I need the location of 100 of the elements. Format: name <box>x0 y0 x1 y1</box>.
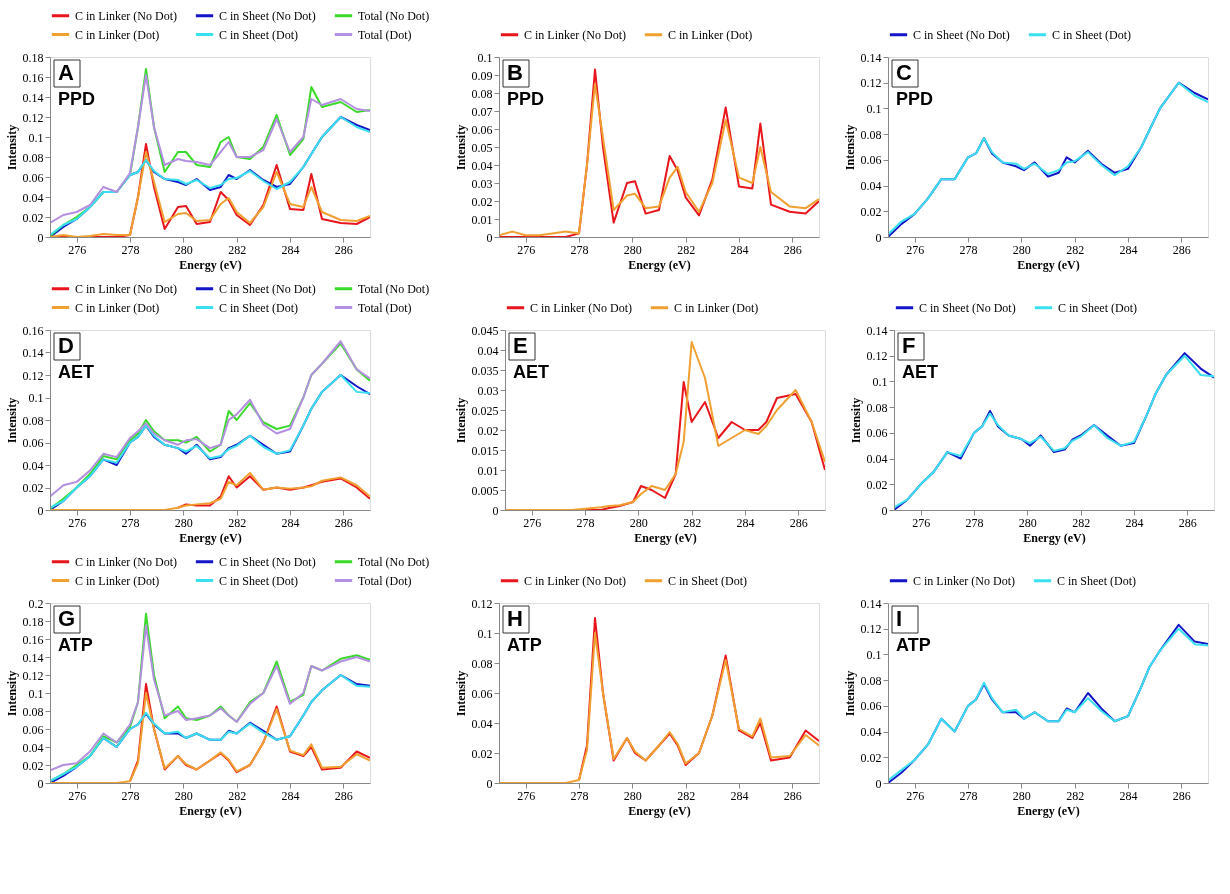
y-tick-label: 0 <box>486 776 493 791</box>
x-tick-label: 278 <box>576 515 595 530</box>
y-tick-label: 0.06 <box>860 153 882 168</box>
y-tick-label: 0.1 <box>866 647 882 662</box>
legend-label: C in Linker (No Dot) <box>75 554 177 569</box>
x-tick-label: 282 <box>228 242 247 257</box>
legend-label: C in Sheet (No Dot) <box>219 554 316 569</box>
annotation: PPD <box>507 89 545 109</box>
y-tick-label: 0 <box>486 230 493 245</box>
x-tick-label: 286 <box>789 515 808 530</box>
legend-label: C in Linker (Dot) <box>674 300 759 315</box>
annotation: AET <box>902 362 938 382</box>
y-tick-label: 0.04 <box>22 458 44 473</box>
x-axis-title: Energy (eV) <box>628 257 691 272</box>
y-tick-label: 0.01 <box>471 212 493 227</box>
x-tick-label: 278 <box>965 515 984 530</box>
x-tick-label: 286 <box>783 242 802 257</box>
y-tick-label: 0.045 <box>471 323 499 338</box>
y-tick-label: 0.02 <box>471 746 493 761</box>
y-tick-label: 0.06 <box>22 436 44 450</box>
legend-label: Total (No Dot) <box>358 8 430 23</box>
annotation: G <box>58 606 76 631</box>
x-tick-label: 278 <box>570 788 589 803</box>
legend-label: C in Sheet (Dot) <box>1058 300 1137 315</box>
annotation: PPD <box>896 89 934 109</box>
x-axis-title: Energy (eV) <box>1017 257 1080 272</box>
annotation: C <box>896 60 912 85</box>
legend-label: C in Linker (No Dot) <box>75 281 177 296</box>
y-tick-label: 0.04 <box>471 158 493 173</box>
annotation: E <box>513 333 528 358</box>
x-tick-label: 286 <box>783 788 802 803</box>
x-tick-label: 278 <box>959 788 978 803</box>
y-axis-title: Intensity <box>4 124 19 171</box>
y-tick-label: 0.015 <box>471 443 499 458</box>
x-tick-label: 284 <box>281 242 300 257</box>
x-tick-label: 280 <box>1012 242 1031 257</box>
x-tick-label: 280 <box>174 515 193 530</box>
x-tick-label: 280 <box>1012 788 1031 803</box>
x-tick-label: 278 <box>121 788 140 803</box>
y-tick-label: 0.02 <box>471 194 493 209</box>
y-tick-label: 0.1 <box>477 626 493 641</box>
annotation: A <box>58 60 74 85</box>
y-tick-label: 0.12 <box>471 596 493 611</box>
y-tick-label: 0.16 <box>22 70 44 85</box>
x-tick-label: 282 <box>228 515 247 530</box>
y-tick-label: 0.005 <box>471 483 499 498</box>
legend-label: C in Sheet (Dot) <box>219 573 298 588</box>
y-tick-label: 0.03 <box>477 383 499 398</box>
x-tick-label: 276 <box>912 515 931 530</box>
y-tick-label: 0.08 <box>860 673 882 688</box>
y-tick-label: 0.14 <box>860 596 882 611</box>
x-tick-label: 276 <box>68 788 87 803</box>
legend-label: C in Sheet (No Dot) <box>913 27 1010 42</box>
legend-label: C in Linker (No Dot) <box>913 573 1015 588</box>
y-tick-label: 0 <box>492 503 499 518</box>
y-tick-label: 0.05 <box>471 140 493 155</box>
y-axis-title: Intensity <box>453 124 468 171</box>
y-tick-label: 0.1 <box>28 130 44 145</box>
y-tick-label: 0.1 <box>28 391 44 405</box>
y-tick-label: 0.08 <box>471 86 493 101</box>
x-tick-label: 280 <box>174 242 193 257</box>
legend-label: Total (Dot) <box>358 300 412 315</box>
annotation: B <box>507 60 523 85</box>
legend-label: C in Linker (Dot) <box>75 300 160 315</box>
y-tick-label: 0.12 <box>22 110 44 125</box>
y-tick-label: 0.08 <box>22 413 44 428</box>
y-tick-label: 0.14 <box>22 650 44 665</box>
legend-label: C in Sheet (Dot) <box>1057 573 1136 588</box>
x-tick-label: 284 <box>281 515 300 530</box>
x-tick-label: 282 <box>1066 788 1085 803</box>
legend-label: Total (No Dot) <box>358 554 430 569</box>
x-tick-label: 280 <box>174 788 193 803</box>
y-tick-label: 0.18 <box>22 614 44 629</box>
y-tick-label: 0.12 <box>22 668 44 683</box>
y-tick-label: 0.02 <box>22 481 44 495</box>
y-axis-title: Intensity <box>842 670 857 717</box>
x-axis-title: Energy (eV) <box>179 257 242 272</box>
x-tick-label: 276 <box>68 515 87 530</box>
y-axis-title: Intensity <box>453 397 468 444</box>
x-tick-label: 286 <box>334 242 353 257</box>
x-tick-label: 282 <box>677 242 696 257</box>
annotation: ATP <box>58 635 93 655</box>
x-tick-label: 282 <box>683 515 702 530</box>
y-axis-title: Intensity <box>848 397 863 444</box>
x-tick-label: 278 <box>959 242 978 257</box>
y-tick-label: 0.08 <box>22 150 44 165</box>
x-axis-title: Energy (eV) <box>179 803 242 818</box>
legend-label: C in Linker (No Dot) <box>524 573 626 588</box>
legend-label: C in Sheet (Dot) <box>219 300 298 315</box>
y-axis-title: Intensity <box>4 670 19 717</box>
y-tick-label: 0.06 <box>860 699 882 714</box>
legend-label: C in Sheet (Dot) <box>219 27 298 42</box>
y-tick-label: 0.12 <box>860 76 882 91</box>
x-axis-title: Energy (eV) <box>1023 530 1086 545</box>
y-tick-label: 0.12 <box>22 368 44 383</box>
y-tick-label: 0 <box>37 776 44 791</box>
x-tick-label: 286 <box>1178 515 1197 530</box>
y-axis-title: Intensity <box>453 670 468 717</box>
legend-label: Total (Dot) <box>358 573 412 588</box>
annotation: F <box>902 333 916 358</box>
